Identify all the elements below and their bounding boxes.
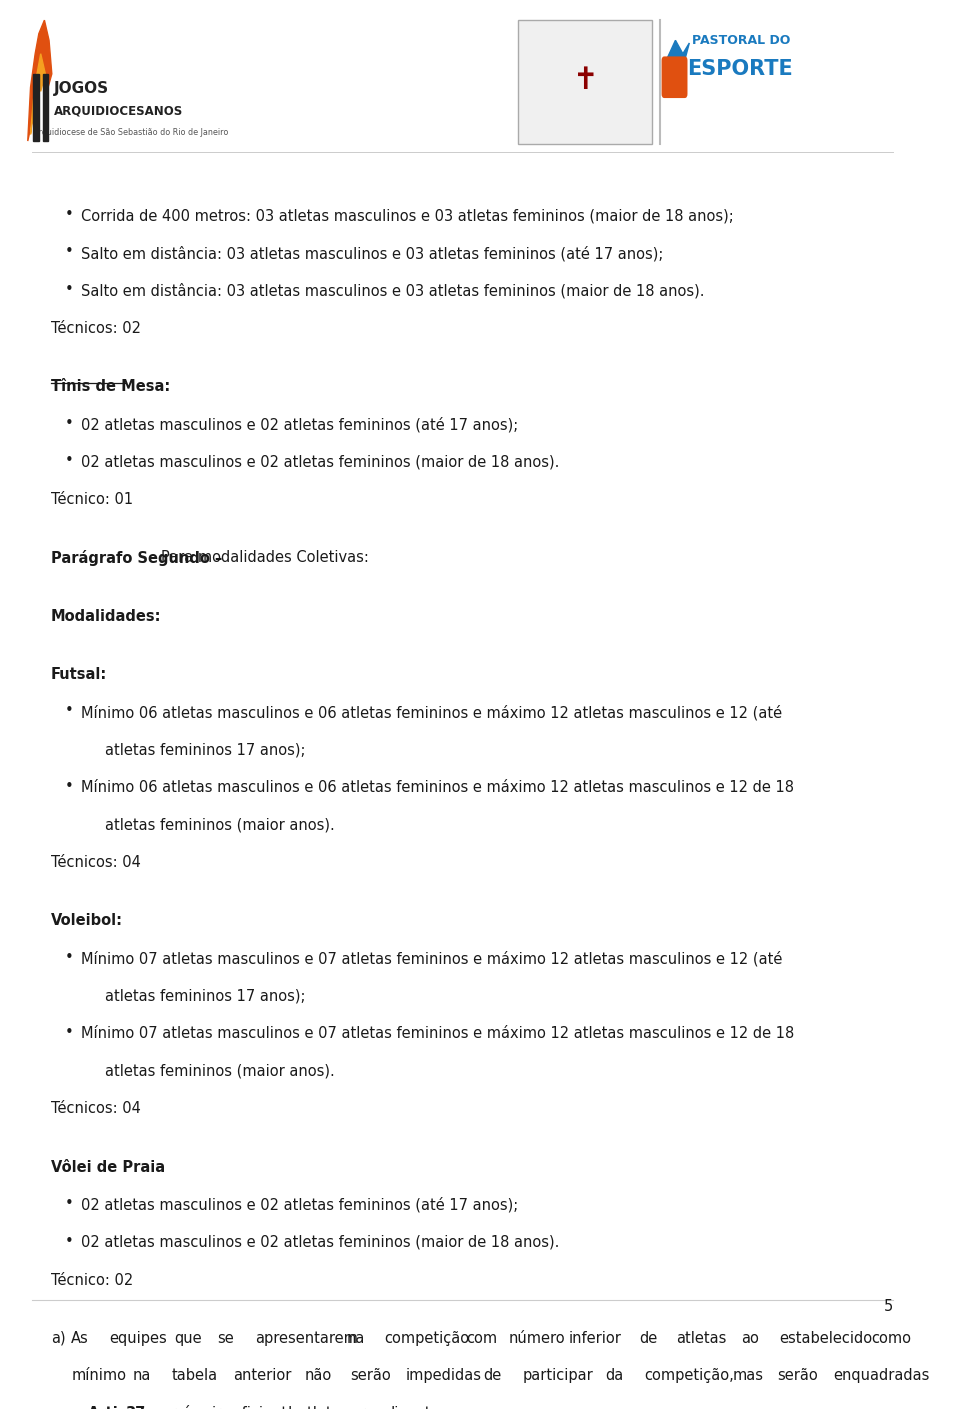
Text: atletas: atletas	[299, 1406, 349, 1409]
Text: •: •	[64, 454, 74, 468]
Text: equipes: equipes	[109, 1332, 167, 1346]
Text: Vôlei de Praia: Vôlei de Praia	[51, 1160, 165, 1175]
Text: Para modalidades Coletivas:: Para modalidades Coletivas:	[161, 551, 369, 565]
Text: Tînis de Mesa:: Tînis de Mesa:	[51, 379, 170, 395]
Text: •: •	[64, 779, 74, 793]
Text: número: número	[174, 1406, 230, 1409]
Text: apresentarem: apresentarem	[255, 1332, 358, 1346]
Text: se: se	[217, 1332, 234, 1346]
Text: •: •	[64, 950, 74, 965]
Text: de: de	[483, 1368, 501, 1384]
Text: 37: 37	[126, 1406, 146, 1409]
Text: Mínimo 07 atletas masculinos e 07 atletas femininos e máximo 12 atletas masculin: Mínimo 07 atletas masculinos e 07 atleta…	[82, 1026, 795, 1041]
Polygon shape	[31, 54, 45, 134]
Text: como: como	[872, 1332, 911, 1346]
Text: PASTORAL DO: PASTORAL DO	[692, 34, 790, 46]
Text: que: que	[174, 1332, 202, 1346]
Text: atletas femininos (maior anos).: atletas femininos (maior anos).	[105, 1064, 334, 1079]
Text: •: •	[64, 1234, 74, 1248]
Text: Artigo: Artigo	[87, 1406, 139, 1409]
Text: ARQUIDIOCESANOS: ARQUIDIOCESANOS	[54, 104, 183, 118]
Text: com: com	[466, 1332, 497, 1346]
Text: 02 atletas masculinos e 02 atletas femininos (maior de 18 anos).: 02 atletas masculinos e 02 atletas femin…	[82, 1234, 560, 1250]
Polygon shape	[666, 41, 689, 68]
Text: •: •	[64, 703, 74, 719]
Text: serão: serão	[349, 1368, 391, 1384]
Text: •: •	[64, 1196, 74, 1210]
Text: 02 atletas masculinos e 02 atletas femininos (até 17 anos);: 02 atletas masculinos e 02 atletas femin…	[82, 417, 518, 433]
Text: 02 atletas masculinos e 02 atletas femininos (até 17 anos);: 02 atletas masculinos e 02 atletas femin…	[82, 1198, 518, 1213]
Bar	[42, 73, 48, 141]
Text: de: de	[282, 1406, 300, 1409]
Text: atletas femininos 17 anos);: atletas femininos 17 anos);	[105, 989, 305, 1003]
Bar	[34, 73, 38, 141]
Text: anterior: anterior	[233, 1368, 291, 1384]
Text: competição: competição	[385, 1332, 469, 1346]
Text: ✝: ✝	[573, 66, 598, 94]
Text: Mínimo 06 atletas masculinos e 06 atletas femininos e máximo 12 atletas masculin: Mínimo 06 atletas masculinos e 06 atleta…	[82, 704, 782, 720]
Text: insuficiente: insuficiente	[212, 1406, 297, 1409]
Text: •: •	[64, 207, 74, 221]
Text: por: por	[153, 1406, 177, 1409]
FancyBboxPatch shape	[518, 20, 653, 144]
Text: ,: ,	[142, 1406, 146, 1409]
Text: Mínimo 07 atletas masculinos e 07 atletas femininos e máximo 12 atletas masculin: Mínimo 07 atletas masculinos e 07 atleta…	[82, 951, 782, 967]
Text: competição,: competição,	[644, 1368, 734, 1384]
Text: da: da	[605, 1368, 623, 1384]
Text: ESPORTE: ESPORTE	[687, 59, 793, 79]
Text: Voleibol:: Voleibol:	[51, 913, 123, 929]
Text: participar: participar	[522, 1368, 593, 1384]
Text: serão: serão	[778, 1368, 818, 1384]
Text: na: na	[347, 1332, 366, 1346]
Text: Modalidades:: Modalidades:	[51, 609, 161, 624]
Text: estabelecido: estabelecido	[780, 1332, 873, 1346]
Text: Mínimo 06 atletas masculinos e 06 atletas femininos e máximo 12 atletas masculin: Mínimo 06 atletas masculinos e 06 atleta…	[82, 779, 795, 795]
Text: na: na	[132, 1368, 151, 1384]
Text: no: no	[71, 1406, 89, 1409]
Text: Técnico: 01: Técnico: 01	[51, 492, 133, 507]
Text: Técnicos: 02: Técnicos: 02	[51, 321, 141, 335]
Text: de: de	[638, 1332, 657, 1346]
Text: Técnicos: 04: Técnicos: 04	[51, 855, 141, 871]
Text: atletas femininos (maior anos).: atletas femininos (maior anos).	[105, 817, 334, 833]
Text: atletas: atletas	[677, 1332, 727, 1346]
Text: número: número	[509, 1332, 565, 1346]
Text: mínimo: mínimo	[71, 1368, 127, 1384]
Text: mas: mas	[732, 1368, 764, 1384]
Text: Técnicos: 04: Técnicos: 04	[51, 1102, 141, 1116]
Text: Arquidiocese de São Sebastião do Rio de Janeiro: Arquidiocese de São Sebastião do Rio de …	[34, 128, 228, 137]
Text: 02 atletas masculinos e 02 atletas femininos (maior de 18 anos).: 02 atletas masculinos e 02 atletas femin…	[82, 455, 560, 469]
Text: as: as	[369, 1406, 386, 1409]
Text: não: não	[305, 1368, 332, 1384]
Text: inferior: inferior	[568, 1332, 621, 1346]
Text: tabela: tabela	[172, 1368, 218, 1384]
Text: 5: 5	[883, 1299, 893, 1313]
Text: atletas femininos 17 anos);: atletas femininos 17 anos);	[105, 743, 305, 757]
Text: ao: ao	[741, 1332, 759, 1346]
Text: •: •	[64, 282, 74, 297]
Text: Parágrafo Segundo –: Parágrafo Segundo –	[51, 551, 228, 566]
Text: impedidas: impedidas	[405, 1368, 482, 1384]
Text: disputas.: disputas.	[385, 1406, 452, 1409]
FancyBboxPatch shape	[661, 56, 687, 99]
Text: Corrida de 400 metros: 03 atletas masculinos e 03 atletas femininos (maior de 18: Corrida de 400 metros: 03 atletas mascul…	[82, 209, 734, 223]
Text: As: As	[71, 1332, 89, 1346]
Text: enquadradas: enquadradas	[833, 1368, 929, 1384]
Text: Salto em distância: 03 atletas masculinos e 03 atletas femininos (até 17 anos);: Salto em distância: 03 atletas masculino…	[82, 245, 663, 261]
Text: Técnico: 02: Técnico: 02	[51, 1272, 133, 1288]
Text: •: •	[64, 416, 74, 431]
Text: para: para	[342, 1406, 375, 1409]
Text: •: •	[64, 1024, 74, 1040]
Text: JOGOS: JOGOS	[54, 80, 108, 96]
Text: Salto em distância: 03 atletas masculinos e 03 atletas femininos (maior de 18 an: Salto em distância: 03 atletas masculino…	[82, 283, 705, 299]
Text: a): a)	[51, 1332, 65, 1346]
Text: Futsal:: Futsal:	[51, 666, 108, 682]
Text: •: •	[64, 245, 74, 259]
Polygon shape	[28, 20, 52, 141]
